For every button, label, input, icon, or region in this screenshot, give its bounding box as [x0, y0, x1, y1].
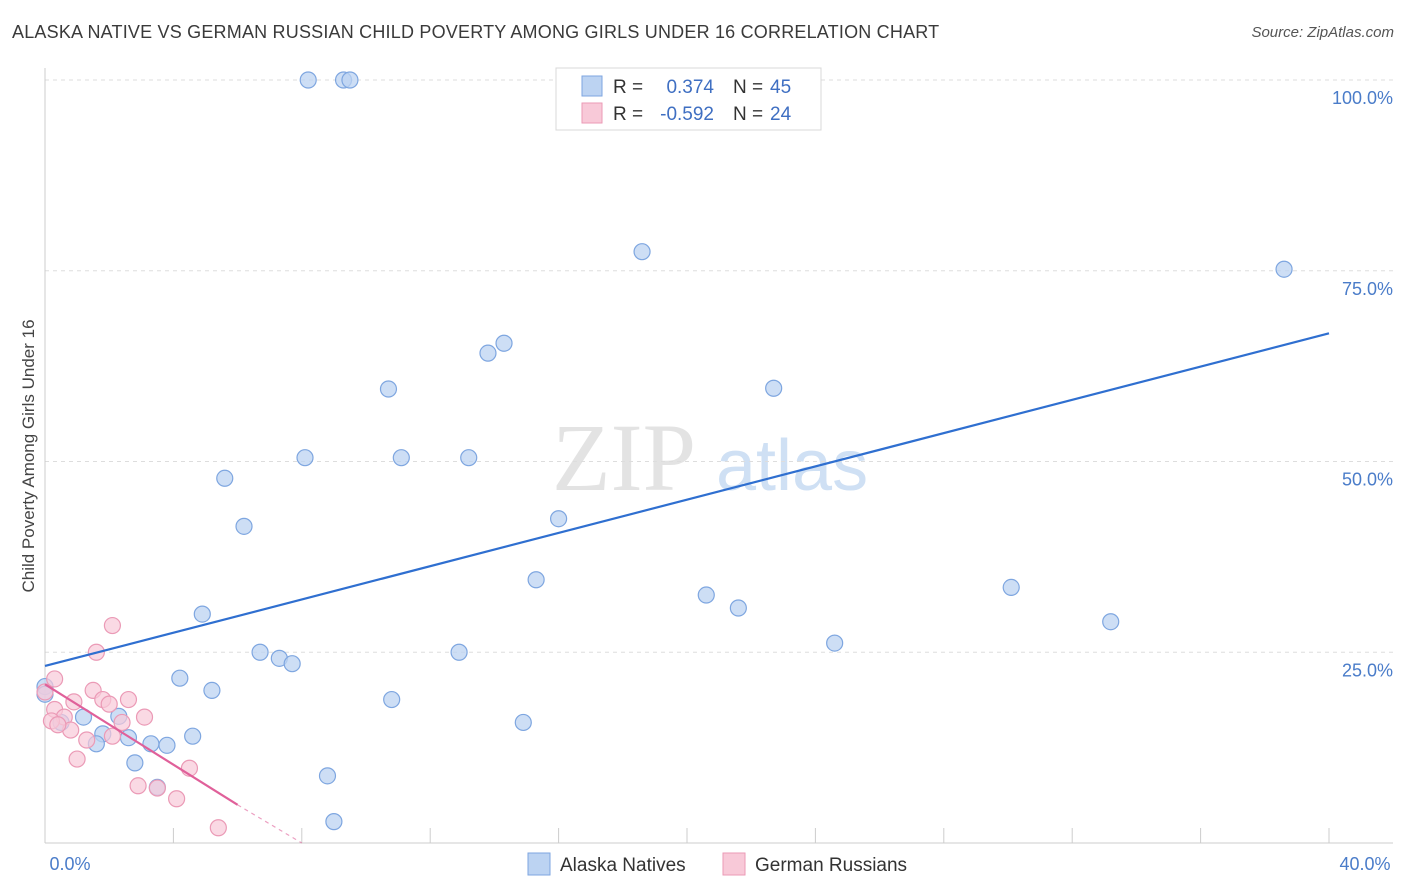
point-german-russians-17 — [68, 750, 86, 768]
y-axis-tick-labels: 25.0% 50.0% 75.0% 100.0% — [1332, 88, 1393, 680]
y-tick-label-100: 100.0% — [1332, 88, 1393, 108]
point-german-russians-6 — [119, 690, 138, 709]
legend-r-value-2: -0.592 — [660, 104, 714, 125]
legend-n-value-1: 45 — [770, 77, 791, 98]
legend-r-label-1: R = — [613, 77, 643, 98]
point-alaska-natives-24 — [450, 643, 468, 661]
stats-legend: R = 0.374 N = 45 R = -0.592 N = 24 — [555, 67, 822, 131]
x-axis-ticks — [44, 828, 1330, 843]
point-alaska-natives-2 — [341, 71, 359, 89]
point-german-russians-9 — [100, 695, 118, 713]
point-german-russians-21 — [168, 790, 186, 808]
point-german-russians-23 — [49, 716, 67, 734]
point-alaska-natives-19 — [193, 605, 211, 623]
point-alaska-natives-0 — [299, 71, 317, 89]
trend-line-alaska-natives — [44, 332, 1330, 668]
legend-n-label-1: N = — [733, 77, 763, 98]
legend-r-value-1: 0.374 — [666, 77, 714, 98]
watermark-zip: ZIP — [552, 404, 696, 511]
point-german-russians-15 — [78, 731, 96, 749]
point-alaska-natives-16 — [697, 586, 715, 604]
chart-title: ALASKA NATIVE VS GERMAN RUSSIAN CHILD PO… — [12, 22, 940, 42]
series-legend: Alaska Natives German Russians — [527, 852, 907, 876]
point-alaska-natives-5 — [479, 344, 497, 362]
point-alaska-natives-12 — [216, 469, 234, 487]
series-german-russians — [36, 616, 227, 837]
point-alaska-natives-25 — [826, 634, 844, 652]
point-alaska-natives-9 — [296, 449, 314, 467]
x-tick-max: 40.0% — [1339, 854, 1390, 874]
point-german-russians-16 — [103, 727, 122, 745]
gridlines — [45, 79, 1393, 653]
point-alaska-natives-18 — [729, 599, 747, 617]
legend-swatch-alaska-natives — [527, 852, 551, 876]
point-alaska-natives-7 — [379, 380, 398, 398]
watermark-atlas: atlas — [716, 426, 868, 506]
trend-line-german-russians — [44, 683, 239, 806]
point-alaska-natives-43 — [325, 813, 343, 831]
y-axis-label: Child Poverty Among Girls Under 16 — [19, 319, 38, 592]
point-alaska-natives-20 — [1102, 613, 1120, 631]
point-alaska-natives-13 — [235, 517, 253, 535]
y-tick-label-75: 75.0% — [1342, 279, 1393, 299]
point-alaska-natives-40 — [126, 754, 144, 772]
point-alaska-natives-23 — [283, 655, 301, 673]
source-credit: Source: ZipAtlas.com — [1251, 24, 1394, 41]
point-alaska-natives-3 — [633, 243, 651, 261]
y-tick-label-50: 50.0% — [1342, 470, 1393, 490]
legend-swatch-german-russians — [722, 852, 746, 876]
point-alaska-natives-26 — [171, 669, 189, 687]
legend-label-alaska-natives: Alaska Natives — [560, 855, 686, 876]
x-tick-min: 0.0% — [49, 854, 90, 874]
point-alaska-natives-35 — [184, 727, 202, 745]
legend-swatch-german — [581, 102, 603, 124]
point-alaska-natives-39 — [158, 736, 176, 754]
legend-r-label-2: R = — [613, 104, 643, 125]
point-alaska-natives-17 — [1002, 578, 1020, 596]
point-german-russians-0 — [103, 616, 122, 635]
point-alaska-natives-6 — [495, 334, 513, 352]
point-alaska-natives-14 — [549, 510, 568, 528]
point-alaska-natives-29 — [383, 690, 401, 709]
legend-label-german-russians: German Russians — [755, 855, 907, 876]
point-german-russians-20 — [148, 779, 166, 797]
y-tick-label-25: 25.0% — [1342, 660, 1393, 680]
point-alaska-natives-4 — [1275, 260, 1293, 278]
point-alaska-natives-8 — [765, 379, 783, 397]
axes — [44, 68, 1393, 844]
point-german-russians-2 — [46, 670, 64, 688]
point-german-russians-10 — [135, 708, 154, 726]
point-alaska-natives-21 — [251, 643, 269, 661]
trend-line-german-russians-extension — [237, 804, 303, 844]
point-german-russians-19 — [129, 777, 147, 795]
point-alaska-natives-41 — [318, 767, 337, 785]
legend-n-value-2: 24 — [770, 104, 792, 125]
point-alaska-natives-11 — [460, 449, 478, 467]
point-alaska-natives-15 — [527, 571, 545, 589]
legend-n-label-2: N = — [733, 104, 763, 125]
point-german-russians-11 — [113, 713, 131, 732]
point-alaska-natives-27 — [203, 681, 221, 700]
trend-lines — [44, 332, 1330, 844]
point-german-russians-22 — [209, 819, 227, 837]
point-alaska-natives-10 — [392, 449, 410, 467]
legend-swatch-alaska — [581, 75, 603, 97]
point-alaska-natives-32 — [514, 713, 532, 732]
point-german-russians-4 — [36, 683, 54, 701]
